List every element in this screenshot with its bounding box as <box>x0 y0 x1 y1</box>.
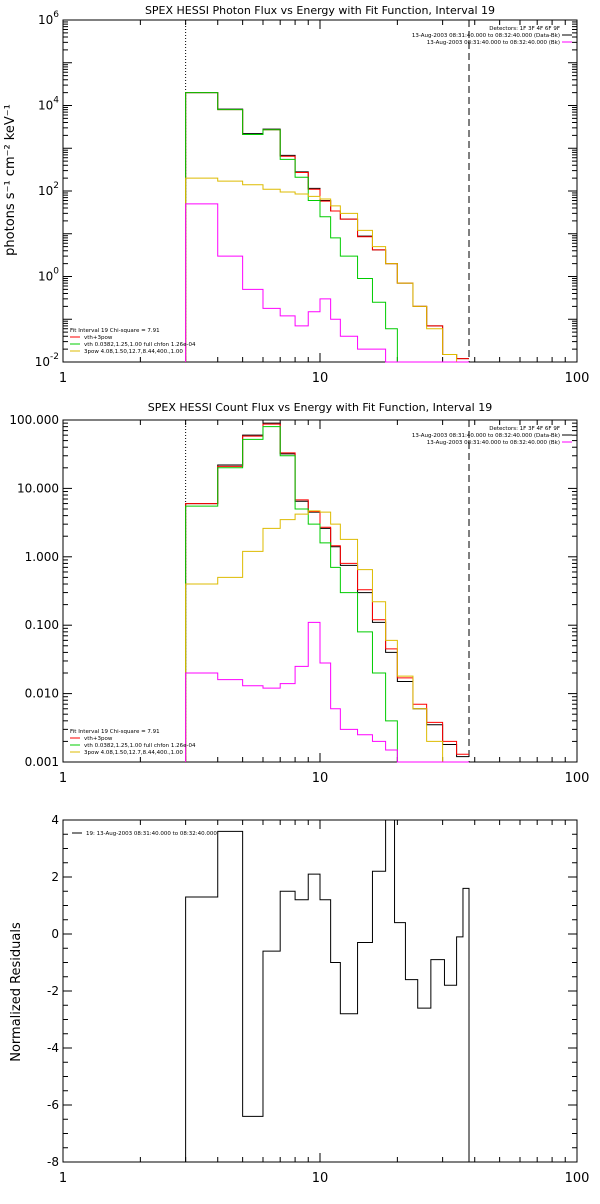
series-line <box>185 426 470 763</box>
legend-fit-line-2: vth+3pow <box>84 335 113 341</box>
y-tick-label: -8 <box>47 1155 59 1169</box>
y-tick-label: 100 <box>38 267 59 284</box>
axis-ticks: 1 10 100 0.001 0.010 0.100 1.000 10.000 100.000 <box>9 413 589 786</box>
plot-frame <box>62 419 578 763</box>
x-tick-label: 100 <box>565 1171 590 1186</box>
y-tick-label: -2 <box>47 984 59 998</box>
y-axis-label: Normalized Residuals <box>9 922 24 1062</box>
legend-bottom: Fit Interval 19 Chi-square = 7.91 vth+3p… <box>70 729 196 756</box>
legend-fit-line-3: vth 0.0382,1.25,1.00 full chfon 1.26e-04 <box>84 342 196 348</box>
y-tick-label: -4 <box>47 1041 59 1055</box>
y-tick-label: 1.000 <box>25 550 59 564</box>
y-axis-label: photons s⁻¹ cm⁻² keV⁻¹ <box>3 104 18 256</box>
panel-title: SPEX HESSI Count Flux vs Energy with Fit… <box>148 401 492 414</box>
x-tick-label: 1 <box>59 1171 67 1186</box>
legend-bottom: Fit Interval 19 Chi-square = 7.91 vth+3p… <box>70 328 196 355</box>
y-tick-label: 106 <box>38 10 59 27</box>
x-tick-label: 10 <box>312 371 329 386</box>
series-line <box>185 203 470 363</box>
series-line <box>185 92 470 363</box>
legend-fit-line-1: Fit Interval 19 Chi-square = 7.91 <box>70 328 160 334</box>
legend-top-line-2: 13-Aug-2003 08:31:40.000 to 08:32:40.000… <box>412 33 560 39</box>
axis-ticks: 1 10 100 10-2 100 102 104 106 <box>35 10 590 386</box>
legend-top: Detectors: 1F 3F 4F 6F 9F 13-Aug-2003 08… <box>412 26 572 46</box>
y-tick-label: 0 <box>51 927 59 941</box>
y-tick-label: 0.010 <box>25 687 59 701</box>
photon-flux-panel: SPEX HESSI Photon Flux vs Energy with Fi… <box>3 4 589 386</box>
y-tick-label: 4 <box>51 813 59 827</box>
legend-fit-line-4: 3pow 4.08,1.50,12.7,8.44,400.,1.00 <box>84 349 183 355</box>
legend-top-line-1: Detectors: 1F 3F 4F 6F 9F <box>489 426 560 432</box>
count-flux-panel: SPEX HESSI Count Flux vs Energy with Fit… <box>9 401 589 786</box>
legend-top-line-1: Detectors: 1F 3F 4F 6F 9F <box>489 26 560 32</box>
legend-fit-line-4: 3pow 4.08,1.50,12.7,8.44,400.,1.00 <box>84 750 183 756</box>
y-tick-label: 102 <box>38 181 59 198</box>
plot-frame <box>62 819 578 1163</box>
legend-fit-line-1: Fit Interval 19 Chi-square = 7.91 <box>70 729 160 735</box>
y-tick-label: 100.000 <box>9 413 59 427</box>
y-tick-label: 104 <box>38 96 59 113</box>
legend-fit-line-3: vth 0.0382,1.25,1.00 full chfon 1.26e-04 <box>84 743 196 749</box>
y-tick-label: 0.100 <box>25 618 59 632</box>
x-tick-label: 10 <box>312 1171 329 1186</box>
y-tick-label: 10-2 <box>35 352 59 369</box>
series-line <box>185 621 470 763</box>
series-layer <box>185 422 470 763</box>
x-tick-label: 100 <box>565 771 590 786</box>
legend-top-line-3: 13-Aug-2003 08:31:40.000 to 08:32:40.000… <box>427 40 560 46</box>
series-layer <box>185 819 470 1162</box>
series-layer <box>185 92 470 363</box>
axis-ticks: 1 10 100 -8 -6 -4 -2 0 2 4 <box>47 813 589 1186</box>
legend-fit-line-2: vth+3pow <box>84 736 113 742</box>
legend-top-line-2: 13-Aug-2003 08:31:40.000 to 08:32:40.000… <box>412 433 560 439</box>
y-tick-label: 0.001 <box>25 755 59 769</box>
legend-top: Detectors: 1F 3F 4F 6F 9F 13-Aug-2003 08… <box>412 426 572 446</box>
y-tick-label: 10.000 <box>17 481 59 495</box>
x-tick-label: 100 <box>565 371 590 386</box>
legend-label: 19: 13-Aug-2003 08:31:40.000 to 08:32:40… <box>86 831 217 837</box>
series-line <box>185 819 470 1162</box>
residuals-panel: Normalized Residuals 1 10 100 -8 -6 -4 -2 0 2 4 1… <box>9 813 589 1186</box>
panel-title: SPEX HESSI Photon Flux vs Energy with Fi… <box>145 4 495 17</box>
y-tick-label: -6 <box>47 1098 59 1112</box>
x-tick-label: 1 <box>59 371 67 386</box>
series-line <box>185 177 470 363</box>
y-tick-label: 2 <box>51 870 59 884</box>
x-tick-label: 10 <box>312 771 329 786</box>
series-line <box>185 510 470 763</box>
legend-top-line-3: 13-Aug-2003 08:31:40.000 to 08:32:40.000… <box>427 440 560 446</box>
x-tick-label: 1 <box>59 771 67 786</box>
